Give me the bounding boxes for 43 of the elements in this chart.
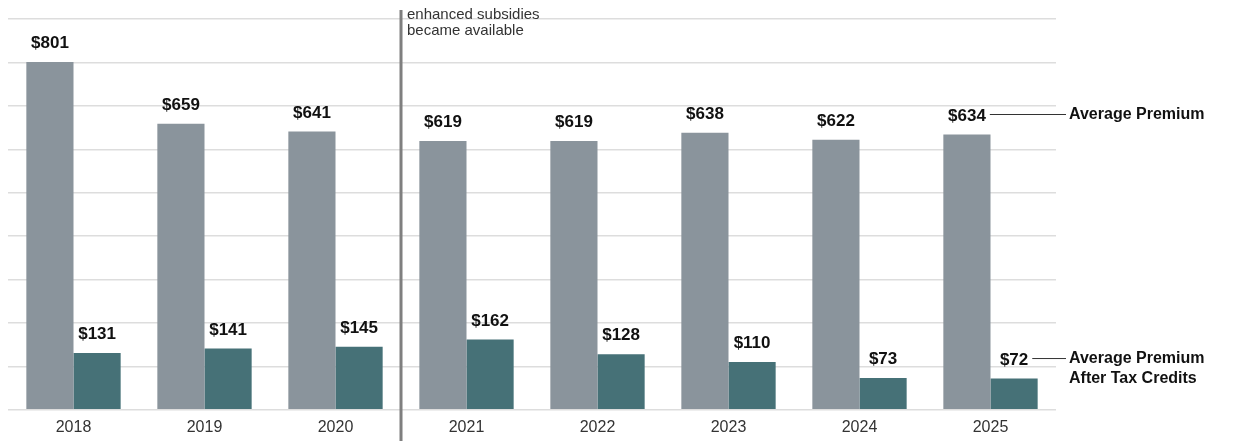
bar xyxy=(204,348,252,410)
data-label: $619 xyxy=(424,112,462,132)
data-label: $622 xyxy=(817,110,855,130)
x-tick-label: 2024 xyxy=(841,417,878,435)
data-label: $128 xyxy=(602,325,640,345)
bar xyxy=(812,139,860,410)
data-label: $641 xyxy=(293,102,331,122)
x-tick-label: 2020 xyxy=(317,417,354,435)
data-label: $72 xyxy=(999,349,1029,369)
data-label: $634 xyxy=(948,105,987,125)
x-tick-label: 2023 xyxy=(710,417,747,435)
bar xyxy=(466,339,514,410)
text: Average Premium xyxy=(1069,104,1205,122)
x-tick-label: 2019 xyxy=(186,417,223,435)
data-label: $659 xyxy=(162,94,200,114)
ref-line-label: enhanced subsidies became available xyxy=(407,4,540,38)
bar xyxy=(943,134,991,410)
data-label: $141 xyxy=(209,319,247,339)
x-tick-label: 2021 xyxy=(448,417,485,435)
bar xyxy=(335,346,383,410)
bar xyxy=(26,61,74,410)
data-label: $162 xyxy=(471,310,509,330)
data-label: $131 xyxy=(78,324,116,344)
bar xyxy=(157,123,205,410)
bar xyxy=(990,378,1038,410)
bar xyxy=(597,354,645,410)
data-label: $73 xyxy=(868,349,898,369)
bar xyxy=(728,362,776,410)
x-tick-label: 2022 xyxy=(579,417,616,435)
data-label: $110 xyxy=(733,333,771,353)
bar xyxy=(288,131,336,410)
data-label: $619 xyxy=(555,112,593,132)
data-label: $145 xyxy=(340,318,378,338)
data-label: $638 xyxy=(686,103,724,123)
bar xyxy=(681,132,729,410)
x-tick-label: 2018 xyxy=(55,417,92,435)
bar xyxy=(550,141,598,410)
data-label: $801 xyxy=(31,33,69,53)
x-tick-label: 2025 xyxy=(972,417,1009,435)
bar xyxy=(419,141,467,410)
bar xyxy=(73,352,121,410)
series-label: Average Premium After Tax Credits xyxy=(1069,348,1205,386)
bar xyxy=(859,378,907,410)
